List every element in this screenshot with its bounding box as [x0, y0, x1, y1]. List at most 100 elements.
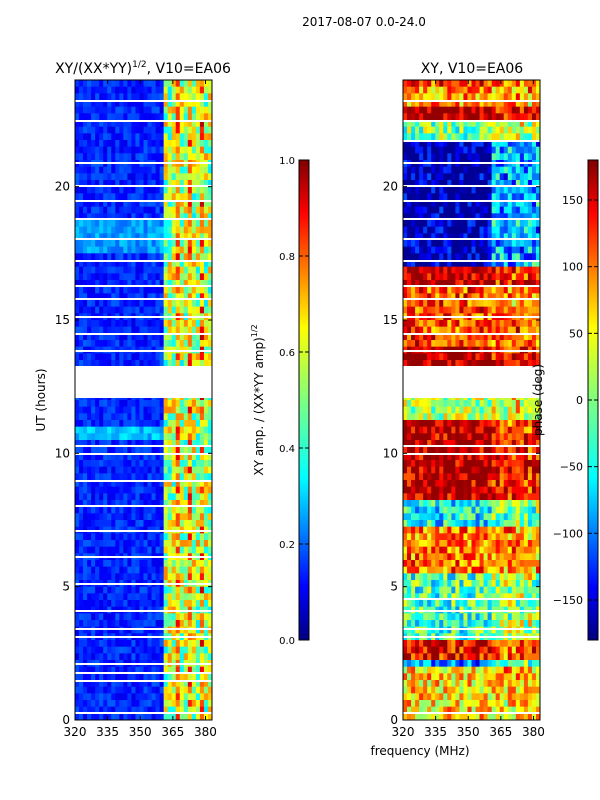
amplitude-heatmap-cell — [195, 426, 201, 434]
amplitude-heatmap-cell — [127, 246, 132, 254]
phase-heatmap-cell — [507, 146, 513, 154]
amplitude-heatmap-cell — [75, 533, 80, 541]
amplitude-heatmap-cell — [151, 220, 156, 228]
amplitude-heatmap-cell — [127, 240, 132, 248]
amplitude-heatmap-cell — [83, 80, 88, 88]
amplitude-heatmap-cell — [159, 626, 165, 634]
phase-heatmap-cell — [519, 293, 525, 301]
amplitude-heatmap-cell — [175, 240, 181, 248]
phase-heatmap-cell — [463, 206, 468, 214]
amplitude-heatmap-cell — [99, 706, 104, 714]
amplitude-heatmap-cell — [191, 220, 197, 228]
amplitude-heatmap-cell — [115, 453, 120, 461]
amplitude-heatmap-cell — [147, 666, 152, 674]
phase-heatmap-cell — [483, 173, 489, 181]
amplitude-heatmap-cell — [171, 653, 177, 661]
phase-heatmap-cell — [487, 146, 493, 154]
amplitude-heatmap-cell — [191, 413, 197, 421]
amplitude-heatmap-cell — [191, 240, 197, 248]
amplitude-heatmap-cell — [163, 326, 169, 334]
amplitude-heatmap-cell — [119, 180, 124, 188]
amplitude-heatmap-cell — [131, 293, 136, 301]
phase-heatmap-cell — [515, 293, 521, 301]
amplitude-heatmap-cell — [175, 106, 181, 114]
amplitude-heatmap-cell — [203, 133, 209, 141]
amplitude-heatmap-cell — [151, 673, 156, 681]
amplitude-heatmap-cell — [135, 593, 140, 601]
phase-heatmap-cell — [479, 120, 484, 128]
amplitude-heatmap-cell — [191, 193, 197, 201]
amplitude-heatmap-cell — [123, 126, 128, 134]
amplitude-heatmap-cell — [167, 193, 173, 201]
amplitude-heatmap-cell — [79, 626, 84, 634]
amplitude-heatmap-cell — [187, 200, 193, 208]
phase-heatmap-cell — [427, 306, 432, 314]
phase-heatmap-cell — [507, 266, 513, 274]
phase-heatmap-cell — [479, 86, 484, 94]
amplitude-heatmap-cell — [163, 446, 169, 454]
amplitude-heatmap-cell — [171, 506, 177, 514]
amplitude-heatmap-cell — [131, 400, 136, 408]
amplitude-heatmap-cell — [79, 453, 84, 461]
amplitude-heatmap-cell — [167, 533, 173, 541]
amplitude-heatmap-cell — [207, 113, 213, 121]
phase-heatmap-cell — [475, 113, 480, 121]
amplitude-heatmap-cell — [147, 233, 152, 241]
phase-heatmap-cell — [463, 173, 468, 181]
amplitude-heatmap-cell — [131, 506, 136, 514]
amplitude-heatmap-cell — [191, 540, 197, 548]
amplitude-heatmap-cell — [135, 100, 140, 108]
phase-heatmap-cell — [451, 93, 456, 101]
amplitude-heatmap-cell — [99, 506, 104, 514]
amplitude-heatmap-cell — [159, 480, 165, 488]
amplitude-heatmap-cell — [91, 246, 96, 254]
amplitude-heatmap-cell — [183, 206, 189, 214]
phase-heatmap-cell — [491, 173, 497, 181]
amplitude-heatmap-cell — [147, 100, 152, 108]
amplitude-heatmap-cell — [151, 686, 156, 694]
amplitude-heatmap-cell — [83, 326, 88, 334]
amplitude-heatmap-cell — [147, 333, 152, 341]
amplitude-heatmap-cell — [75, 700, 80, 708]
amplitude-heatmap-cell — [163, 293, 169, 301]
amplitude-heatmap-cell — [95, 533, 100, 541]
amplitude-heatmap-cell — [135, 686, 140, 694]
amplitude-heatmap-cell — [175, 493, 181, 501]
amplitude-heatmap-cell — [167, 460, 173, 468]
amplitude-heatmap-cell — [103, 506, 108, 514]
amplitude-heatmap-cell — [207, 126, 213, 134]
amplitude-heatmap-cell — [171, 573, 177, 581]
amplitude-heatmap-cell — [87, 153, 92, 161]
amplitude-heatmap-cell — [147, 640, 152, 648]
amplitude-heatmap-cell — [95, 546, 100, 554]
amplitude-heatmap-cell — [195, 260, 201, 268]
amplitude-heatmap-cell — [155, 713, 161, 721]
amplitude-heatmap-cell — [207, 333, 213, 341]
phase-heatmap-cell — [455, 246, 460, 254]
amplitude-heatmap-cell — [183, 146, 189, 154]
phase-heatmap-cell — [527, 293, 533, 301]
phase-heatmap-cell — [503, 166, 509, 174]
amplitude-heatmap-cell — [195, 266, 201, 274]
amplitude-heatmap-cell — [127, 546, 132, 554]
amplitude-heatmap-cell — [179, 133, 185, 141]
phase-heatmap-cell — [527, 246, 533, 254]
amplitude-heatmap-cell — [175, 260, 181, 268]
phase-heatmap-cell — [447, 100, 452, 108]
amplitude-heatmap-cell — [167, 220, 173, 228]
amplitude-heatmap-cell — [107, 246, 112, 254]
amplitude-heatmap-cell — [171, 446, 177, 454]
amplitude-heatmap-cell — [95, 613, 100, 621]
phase-heatmap-cell — [439, 153, 444, 161]
amplitude-heatmap-cell — [79, 126, 84, 134]
amplitude-heatmap-cell — [103, 406, 108, 414]
amplitude-heatmap-cell — [135, 473, 140, 481]
phase-heatmap-cell — [447, 180, 452, 188]
amplitude-heatmap-cell — [167, 280, 173, 288]
amplitude-heatmap-cell — [107, 573, 112, 581]
amplitude-heatmap-cell — [123, 520, 128, 528]
phase-heatmap-cell — [443, 266, 448, 274]
amplitude-heatmap-cell — [87, 260, 92, 268]
phase-heatmap-cell — [467, 353, 472, 361]
amplitude-heatmap-cell — [111, 560, 116, 568]
